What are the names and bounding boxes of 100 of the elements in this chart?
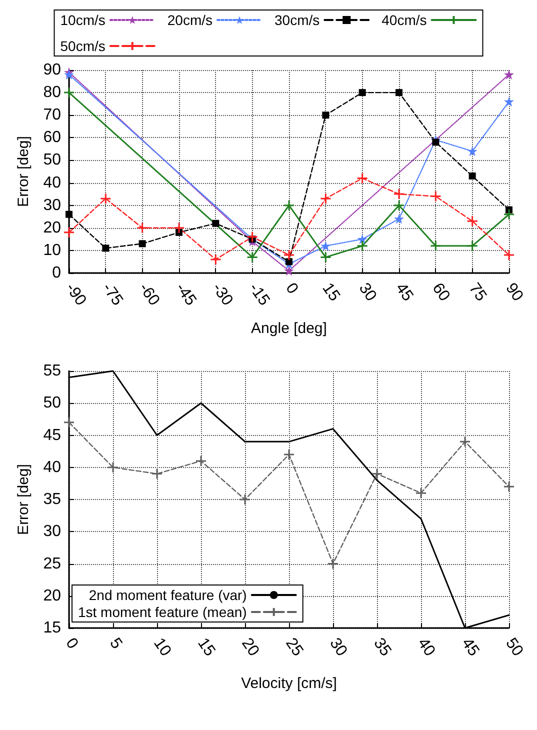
point <box>503 480 515 492</box>
point <box>100 192 112 204</box>
y-tick-label: 25 <box>43 555 62 572</box>
legend-label: 30cm/s <box>274 12 320 28</box>
point <box>239 494 251 506</box>
y-tick-label: 55 <box>43 362 62 380</box>
point <box>504 70 514 80</box>
point <box>246 251 258 263</box>
point <box>459 436 471 448</box>
point <box>322 112 330 119</box>
point <box>246 231 258 243</box>
x-tick-label: 0 <box>282 280 302 298</box>
point <box>320 192 332 204</box>
x-tick-label: 45 <box>458 635 482 660</box>
point <box>284 266 294 276</box>
y-tick-label: 0 <box>52 264 62 282</box>
y-tick-label: 50 <box>43 394 62 412</box>
y-tick-label: 35 <box>43 491 62 508</box>
x-tick-label: 30 <box>355 280 380 305</box>
point <box>66 210 72 218</box>
y-axis-title: Error [deg] <box>15 136 32 207</box>
point <box>138 240 146 248</box>
y-tick-label: 10 <box>43 242 62 259</box>
point <box>151 468 163 480</box>
point <box>356 172 368 184</box>
x-tick-label: 20 <box>238 635 262 660</box>
x-tick-label: 45 <box>392 280 416 305</box>
point <box>393 188 405 200</box>
x-tick-label: 90 <box>502 280 526 305</box>
point <box>283 448 295 460</box>
point <box>415 487 427 499</box>
x-tick-label: -45 <box>172 280 200 309</box>
x-tick-label: -60 <box>135 280 163 309</box>
x-tick-label: -75 <box>98 280 126 309</box>
y-tick-label: 30 <box>43 196 62 214</box>
y-tick-label: 45 <box>43 426 62 444</box>
y-tick-label: 15 <box>43 620 62 636</box>
point <box>358 89 366 96</box>
point <box>393 200 405 212</box>
legend-label: 20cm/s <box>167 12 212 28</box>
point <box>136 222 148 234</box>
y-tick-label: 20 <box>43 219 62 236</box>
y-tick-label: 30 <box>43 523 62 540</box>
x-tick-label: 50 <box>502 635 526 660</box>
x-tick-label: 40 <box>414 635 438 660</box>
y-tick-label: 40 <box>43 458 62 476</box>
x-axis-title: Angle [deg] <box>251 320 327 337</box>
point <box>283 249 295 261</box>
point <box>396 89 402 96</box>
point <box>63 86 75 98</box>
point <box>466 240 478 252</box>
point <box>432 138 440 146</box>
y-tick-label: 40 <box>43 174 62 192</box>
point <box>394 214 404 224</box>
legend-label: 50cm/s <box>60 38 106 54</box>
x-tick-label: -90 <box>62 280 90 309</box>
point <box>356 240 368 252</box>
point <box>63 416 75 428</box>
y-tick-label: 90 <box>43 62 62 78</box>
point <box>107 462 119 474</box>
point <box>466 215 478 227</box>
point <box>357 234 368 244</box>
x-tick-label: 0 <box>62 635 82 652</box>
point <box>283 200 295 212</box>
legend-label: 1st moment feature (mean) <box>78 604 247 620</box>
point <box>467 146 478 156</box>
point <box>503 249 515 261</box>
legend-label: 40cm/s <box>382 12 427 28</box>
y-tick-label: 20 <box>43 587 62 604</box>
point <box>327 558 339 570</box>
point <box>173 222 185 234</box>
point <box>63 226 75 238</box>
point <box>371 468 383 480</box>
point <box>468 172 476 180</box>
x-axis-title: Velocity [cm/s] <box>241 675 337 692</box>
x-tick-label: -15 <box>245 280 273 309</box>
x-tick-label: 5 <box>106 635 126 652</box>
legend-label: 10cm/s <box>60 12 106 28</box>
y-tick-label: 80 <box>43 84 62 102</box>
point <box>212 220 220 227</box>
point <box>210 254 222 266</box>
line-series <box>68 370 510 629</box>
x-tick-label: 30 <box>326 635 350 660</box>
x-tick-label: 10 <box>150 635 174 660</box>
y-tick-label: 60 <box>43 129 62 146</box>
legend-label: 2nd moment feature (var) <box>88 587 247 603</box>
x-tick-label: -30 <box>208 280 236 309</box>
x-tick-label: 15 <box>194 635 218 660</box>
point <box>64 70 74 80</box>
x-tick-label: 60 <box>428 280 453 305</box>
y-tick-label: 70 <box>43 106 62 124</box>
point <box>102 244 110 252</box>
point <box>286 258 292 266</box>
x-tick-label: 35 <box>370 635 394 660</box>
point <box>430 190 442 202</box>
point <box>504 96 514 107</box>
point <box>320 240 331 251</box>
y-tick-label: 50 <box>43 152 62 169</box>
point <box>430 240 442 252</box>
y-axis-title: Error [deg] <box>15 464 32 535</box>
